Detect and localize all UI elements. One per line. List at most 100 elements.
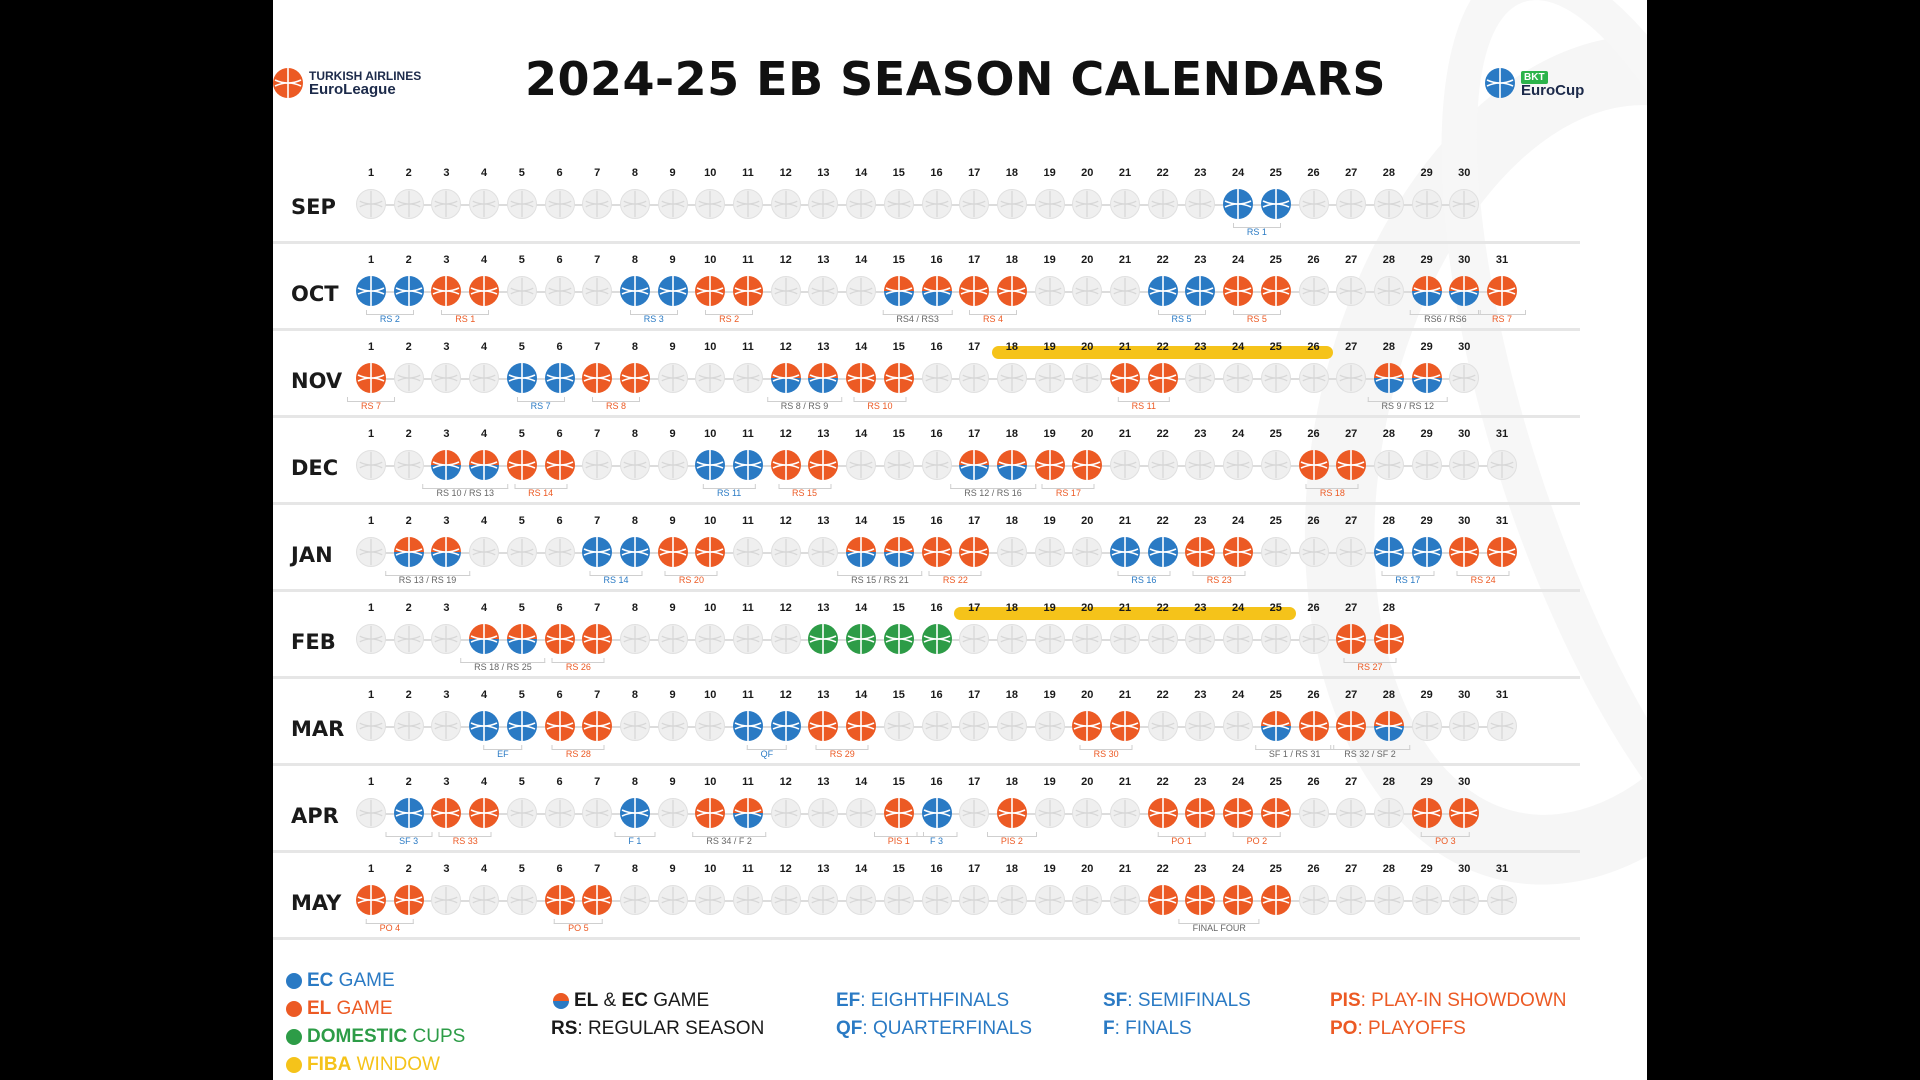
el-game-ball-icon[interactable] [1336,624,1367,654]
ec-game-ball-icon[interactable] [1110,537,1140,567]
ec-game-ball-icon[interactable] [356,276,386,306]
el-game-ball-icon[interactable] [544,885,575,915]
el-game-ball-icon[interactable] [1072,450,1103,480]
el-game-ball-icon[interactable] [959,537,990,567]
el-ec-game-ball-icon[interactable] [393,537,424,567]
el-game-ball-icon[interactable] [996,798,1027,828]
el-game-ball-icon[interactable] [582,711,613,741]
el-ec-game-ball-icon[interactable] [808,363,839,393]
el-game-ball-icon[interactable] [1185,537,1216,567]
el-game-ball-icon[interactable] [393,885,424,915]
el-game-ball-icon[interactable] [431,798,462,828]
el-game-ball-icon[interactable] [469,276,500,306]
el-game-ball-icon[interactable] [1110,711,1140,741]
ec-game-ball-icon[interactable] [770,711,801,741]
el-game-ball-icon[interactable] [1449,798,1480,828]
el-game-ball-icon[interactable] [1373,624,1404,654]
ec-game-ball-icon[interactable] [1373,537,1404,567]
el-game-ball-icon[interactable] [883,798,914,828]
el-game-ball-icon[interactable] [1260,798,1291,828]
el-game-ball-icon[interactable] [1336,711,1367,741]
el-game-ball-icon[interactable] [1223,885,1254,915]
el-game-ball-icon[interactable] [1185,885,1216,915]
ec-game-ball-icon[interactable] [1147,537,1178,567]
el-game-ball-icon[interactable] [1185,798,1216,828]
ec-game-ball-icon[interactable] [582,537,613,567]
el-game-ball-icon[interactable] [544,450,575,480]
el-game-ball-icon[interactable] [959,276,990,306]
el-game-ball-icon[interactable] [582,624,613,654]
el-game-ball-icon[interactable] [506,450,537,480]
el-game-ball-icon[interactable] [695,276,726,306]
ec-game-ball-icon[interactable] [619,276,650,306]
el-game-ball-icon[interactable] [1147,798,1178,828]
ec-game-ball-icon[interactable] [506,363,537,393]
el-ec-game-ball-icon[interactable] [921,276,952,306]
el-game-ball-icon[interactable] [582,885,613,915]
el-ec-game-ball-icon[interactable] [469,624,500,654]
ec-game-ball-icon[interactable] [657,276,688,306]
el-game-ball-icon[interactable] [356,363,386,393]
el-game-ball-icon[interactable] [770,450,801,480]
el-ec-game-ball-icon[interactable] [996,450,1027,480]
el-ec-game-ball-icon[interactable] [431,450,462,480]
el-game-ball-icon[interactable] [1260,885,1291,915]
el-game-ball-icon[interactable] [1147,363,1178,393]
el-game-ball-icon[interactable] [1411,798,1442,828]
el-game-ball-icon[interactable] [1298,450,1329,480]
el-game-ball-icon[interactable] [1336,450,1367,480]
el-game-ball-icon[interactable] [469,798,500,828]
ec-game-ball-icon[interactable] [1147,276,1178,306]
ec-game-ball-icon[interactable] [393,798,424,828]
el-game-ball-icon[interactable] [921,537,952,567]
el-game-ball-icon[interactable] [1260,276,1291,306]
domestic-cup-ball-icon[interactable] [883,624,914,654]
el-game-ball-icon[interactable] [846,711,877,741]
el-game-ball-icon[interactable] [1223,276,1254,306]
el-ec-game-ball-icon[interactable] [469,450,500,480]
el-game-ball-icon[interactable] [431,276,462,306]
el-ec-game-ball-icon[interactable] [1373,711,1404,741]
el-game-ball-icon[interactable] [733,276,763,306]
el-ec-game-ball-icon[interactable] [1260,711,1291,741]
el-game-ball-icon[interactable] [1223,537,1254,567]
el-ec-game-ball-icon[interactable] [1449,276,1480,306]
ec-game-ball-icon[interactable] [619,798,650,828]
ec-game-ball-icon[interactable] [544,363,575,393]
ec-game-ball-icon[interactable] [393,276,424,306]
el-game-ball-icon[interactable] [1487,537,1517,567]
el-game-ball-icon[interactable] [1449,537,1480,567]
ec-game-ball-icon[interactable] [506,711,537,741]
el-ec-game-ball-icon[interactable] [883,537,914,567]
el-game-ball-icon[interactable] [1298,711,1329,741]
el-game-ball-icon[interactable] [1034,450,1065,480]
ec-game-ball-icon[interactable] [921,798,952,828]
el-game-ball-icon[interactable] [808,711,839,741]
domestic-cup-ball-icon[interactable] [921,624,952,654]
el-ec-game-ball-icon[interactable] [770,363,801,393]
el-ec-game-ball-icon[interactable] [506,624,537,654]
ec-game-ball-icon[interactable] [1260,189,1291,219]
ec-game-ball-icon[interactable] [1223,189,1254,219]
el-game-ball-icon[interactable] [657,537,688,567]
el-game-ball-icon[interactable] [544,624,575,654]
domestic-cup-ball-icon[interactable] [846,624,877,654]
el-game-ball-icon[interactable] [846,363,877,393]
el-game-ball-icon[interactable] [695,798,726,828]
el-ec-game-ball-icon[interactable] [883,276,914,306]
el-game-ball-icon[interactable] [544,711,575,741]
el-ec-game-ball-icon[interactable] [1373,363,1404,393]
el-game-ball-icon[interactable] [582,363,613,393]
el-game-ball-icon[interactable] [1147,885,1178,915]
ec-game-ball-icon[interactable] [733,711,763,741]
ec-game-ball-icon[interactable] [1185,276,1216,306]
el-ec-game-ball-icon[interactable] [1411,363,1442,393]
ec-game-ball-icon[interactable] [469,711,500,741]
el-game-ball-icon[interactable] [1223,798,1254,828]
el-game-ball-icon[interactable] [883,363,914,393]
el-ec-game-ball-icon[interactable] [959,450,990,480]
el-game-ball-icon[interactable] [1072,711,1103,741]
ec-game-ball-icon[interactable] [733,450,763,480]
ec-game-ball-icon[interactable] [695,450,726,480]
el-ec-game-ball-icon[interactable] [846,537,877,567]
